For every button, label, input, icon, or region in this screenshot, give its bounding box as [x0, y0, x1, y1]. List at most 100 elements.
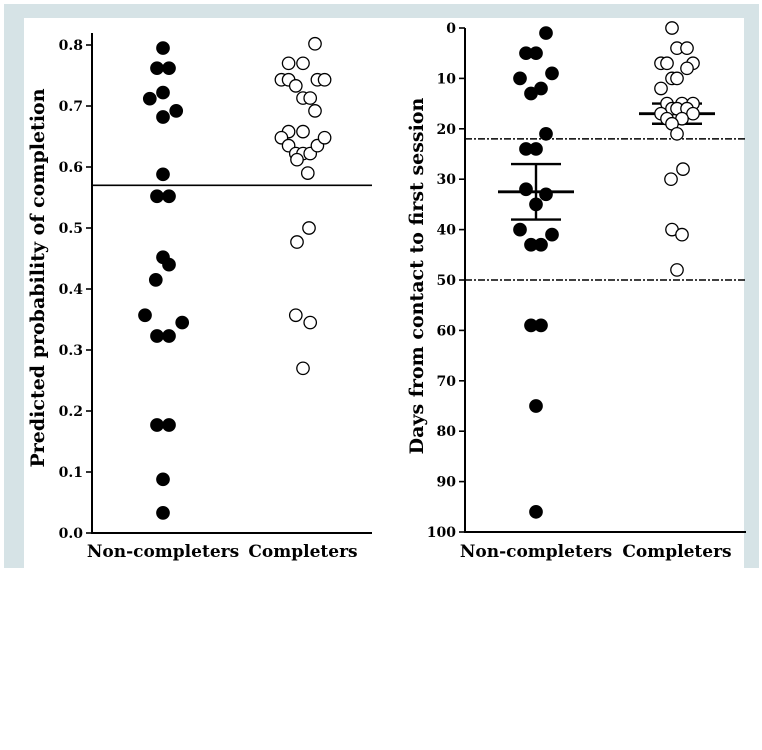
- right-y-tick-label: 90: [437, 475, 457, 491]
- non-completer-point: [138, 308, 152, 323]
- non-completer-point: [513, 222, 527, 237]
- right-dashed-lines: [465, 138, 746, 281]
- non-completer-point: [529, 142, 543, 156]
- non-completer-point: [156, 85, 170, 100]
- right-y-axis-label: Days from contact to first session: [406, 97, 428, 454]
- completer-point: [281, 56, 296, 71]
- non-completer-point: [150, 329, 164, 343]
- right-y-tick-label: 30: [437, 172, 457, 188]
- completer-point: [288, 308, 303, 323]
- left-y-tick-label: 0.5: [59, 221, 83, 237]
- non-completer-point: [162, 329, 176, 343]
- right-y-tick-label: 10: [437, 71, 457, 87]
- completer-point: [675, 227, 689, 242]
- right-x-category-1: Completers: [622, 542, 731, 562]
- completer-point: [308, 36, 322, 51]
- non-completer-point: [162, 257, 176, 272]
- non-completer-point: [156, 110, 170, 124]
- non-completer-point: [162, 418, 176, 432]
- left-x-category-0: Non-completers: [87, 542, 239, 562]
- non-completer-point: [519, 182, 533, 197]
- non-completer-point: [175, 315, 190, 330]
- right-y-tick-label: 70: [437, 374, 457, 390]
- non-completer-point: [156, 167, 170, 182]
- completer-point: [686, 106, 700, 121]
- left-y-tick-label: 0.8: [59, 38, 83, 54]
- completer-point: [670, 263, 684, 277]
- completer-point: [300, 166, 315, 180]
- left-y-tick-label: 0.2: [59, 404, 83, 420]
- non-completer-point: [529, 504, 543, 519]
- left-y-axis-label: Predicted probability of completion: [27, 88, 49, 467]
- completer-point: [296, 56, 310, 71]
- non-completer-point: [150, 418, 164, 432]
- completer-point: [670, 126, 684, 141]
- completer-point: [296, 124, 310, 139]
- completer-point: [290, 152, 304, 167]
- figure-panel: [24, 18, 744, 569]
- non-completer-point: [524, 86, 538, 101]
- completer-point: [664, 172, 678, 187]
- completer-point: [302, 221, 316, 235]
- non-completer-point: [513, 71, 527, 86]
- right-y-tick-label: 40: [437, 223, 457, 239]
- completer-point: [680, 61, 694, 76]
- left-points: [138, 36, 332, 520]
- right-y-tick-label: 0: [446, 21, 456, 37]
- left-y-tick-label: 0.6: [59, 160, 83, 176]
- non-completer-point: [539, 26, 553, 40]
- left-y-tick-label: 0.7: [59, 99, 83, 115]
- non-completer-point: [156, 41, 170, 55]
- non-completer-point: [142, 91, 157, 106]
- non-completer-point: [150, 61, 164, 76]
- non-completer-point: [545, 66, 559, 81]
- completer-point: [303, 91, 318, 105]
- completer-point: [654, 81, 668, 96]
- non-completer-point: [150, 189, 164, 204]
- completer-point: [296, 361, 310, 376]
- left-x-category-1: Completers: [248, 542, 357, 562]
- completer-point: [317, 72, 332, 87]
- non-completer-point: [539, 187, 553, 202]
- non-completer-point: [529, 197, 543, 212]
- left-y-tick-label: 0.0: [59, 526, 84, 542]
- left-y-tick-label: 0.1: [59, 465, 83, 481]
- right-y-tick-label: 100: [427, 525, 456, 541]
- left-y-tick-label: 0.4: [59, 282, 84, 298]
- right-chart: 0 10 20 30 40 50 60 70 80 90 100 Days from contact…: [406, 21, 746, 562]
- non-completer-point: [534, 318, 548, 333]
- non-completer-point: [529, 46, 543, 61]
- non-completer-point: [529, 399, 543, 413]
- completer-point: [676, 162, 690, 176]
- non-completer-point: [162, 61, 176, 76]
- non-completer-point: [169, 104, 184, 118]
- right-y-ticks: 0 10 20 30 40 50 60 70 80 90 100: [427, 21, 465, 541]
- figure-frame: [4, 4, 759, 569]
- completer-point: [670, 71, 684, 86]
- right-y-tick-label: 60: [437, 323, 457, 339]
- left-y-tick-label: 0.3: [59, 343, 83, 359]
- non-completer-point: [545, 227, 559, 242]
- non-completer-point: [534, 237, 548, 252]
- completer-point: [290, 235, 304, 249]
- completer-point: [308, 104, 322, 118]
- right-y-tick-label: 20: [437, 122, 457, 138]
- left-y-ticks: 0.0 0.1 0.2 0.3 0.4 0.5 0.6 0.7 0.8: [59, 38, 92, 542]
- right-points: [513, 21, 700, 519]
- completer-point: [303, 315, 318, 330]
- non-completer-point: [156, 506, 170, 520]
- right-x-category-0: Non-completers: [460, 542, 612, 562]
- completer-point: [288, 79, 303, 93]
- non-completer-point: [539, 126, 553, 141]
- right-y-tick-label: 50: [437, 273, 457, 289]
- left-chart: 0.0 0.1 0.2 0.3 0.4 0.5 0.6 0.7 0.8 Predicted pr…: [27, 33, 372, 562]
- completer-point: [660, 56, 674, 71]
- non-completer-point: [148, 272, 163, 287]
- completer-point: [665, 21, 679, 35]
- non-completer-point: [162, 189, 176, 204]
- completer-point: [317, 130, 332, 145]
- right-y-tick-label: 80: [437, 424, 457, 440]
- non-completer-point: [156, 472, 170, 487]
- completer-point: [680, 41, 694, 56]
